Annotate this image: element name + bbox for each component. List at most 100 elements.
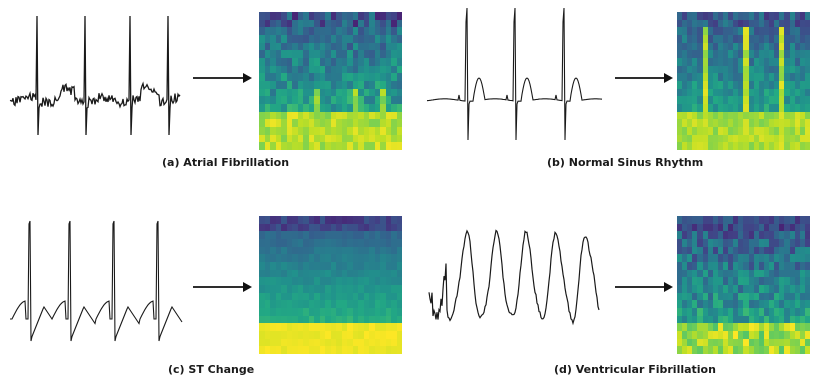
heatmap-cell	[697, 96, 703, 104]
heatmap-cell	[363, 284, 369, 293]
heatmap-cell	[733, 119, 739, 127]
heatmap-cell	[769, 284, 775, 293]
heatmap-cell	[677, 338, 683, 347]
heatmap-cell	[692, 307, 698, 316]
panel-b-graphics	[426, 7, 673, 141]
heatmap-cell	[677, 277, 683, 285]
heatmap-cell	[270, 103, 276, 112]
heatmap-cell	[758, 111, 764, 120]
heatmap-cell	[758, 246, 764, 255]
heatmap-cell	[723, 277, 729, 285]
heatmap-cell	[363, 254, 369, 262]
heatmap-cell	[363, 27, 369, 35]
heatmap-cell	[763, 300, 770, 308]
heatmap-cell	[369, 269, 375, 278]
heatmap-cell	[728, 323, 734, 331]
panel-ventricular-fibrillation: (d) Ventricular Fibrillation	[407, 189, 814, 378]
heatmap-cell	[275, 330, 281, 339]
heatmap-cell	[297, 315, 303, 324]
heatmap-cell	[677, 34, 683, 43]
heatmap-cell	[325, 261, 331, 270]
heatmap-cell	[314, 330, 320, 339]
heatmap-cell	[687, 96, 693, 104]
heatmap-cell	[677, 65, 683, 74]
heatmap-cell	[804, 57, 810, 66]
heatmap-cell	[363, 134, 369, 143]
heatmap-cell	[692, 254, 698, 262]
heatmap-cell	[687, 126, 693, 135]
heatmap-cell	[396, 300, 402, 308]
heatmap-cell	[799, 80, 805, 89]
heatmap-cell	[702, 346, 708, 354]
heatmap-cell	[336, 246, 342, 255]
heatmap-cell	[794, 142, 800, 150]
heatmap-cell	[363, 34, 369, 43]
heatmap-cell	[712, 50, 718, 58]
heatmap-cell	[281, 119, 287, 127]
heatmap-cell	[385, 300, 391, 308]
heatmap-cell	[702, 246, 708, 255]
heatmap-cell	[753, 65, 759, 74]
heatmap-cell	[292, 126, 298, 135]
heatmap-cell	[712, 315, 718, 324]
heatmap-cell	[763, 111, 770, 120]
heatmap-cell	[738, 300, 744, 308]
heatmap-cell	[319, 12, 325, 20]
heatmap-cell	[743, 65, 749, 74]
heatmap-cell	[358, 34, 364, 43]
heatmap-cell	[697, 300, 703, 308]
heatmap-cell	[275, 292, 281, 301]
heatmap-cell	[275, 254, 281, 262]
caption-b: (b) Normal Sinus Rhythm	[547, 156, 704, 169]
heatmap-cell	[804, 292, 810, 301]
heatmap-cell	[733, 238, 739, 247]
heatmap-cell	[270, 346, 276, 354]
heatmap-cell	[314, 19, 320, 28]
heatmap-cell	[363, 119, 369, 127]
heatmap-cell	[259, 261, 265, 270]
heatmap-cell	[270, 19, 276, 28]
heatmap-cell	[391, 277, 397, 285]
arrow-a	[193, 73, 252, 83]
heatmap-cell	[286, 338, 292, 347]
heatmap-cell	[308, 277, 314, 285]
heatmap-cell	[697, 34, 703, 43]
heatmap-cell	[281, 80, 287, 89]
heatmap-cell	[396, 292, 402, 301]
heatmap-cell	[799, 284, 805, 293]
heatmap-cell	[733, 246, 739, 255]
heatmap-cell	[352, 42, 358, 51]
heatmap-cell	[259, 96, 265, 104]
heatmap-cell	[369, 231, 375, 239]
heatmap-cell	[692, 330, 698, 339]
heatmap-cell	[774, 111, 780, 120]
heatmap-cell	[396, 12, 402, 20]
heatmap-cell	[779, 300, 785, 308]
heatmap-cell	[385, 50, 391, 58]
heatmap-cell	[281, 254, 287, 262]
heatmap-cell	[789, 42, 795, 51]
heatmap-cell	[325, 284, 331, 293]
heatmap-cell	[341, 346, 347, 354]
heatmap-cell	[303, 300, 309, 308]
heatmap-cell	[303, 284, 309, 293]
heatmap-cell	[259, 254, 265, 262]
caption-d: (d) Ventricular Fibrillation	[554, 363, 716, 376]
heatmap-cell	[264, 65, 270, 74]
heatmap-cell	[743, 216, 749, 224]
heatmap-cell	[336, 65, 342, 74]
heatmap-cell	[281, 223, 287, 232]
heatmap-cell	[374, 338, 380, 347]
heatmap-cell	[391, 330, 397, 339]
heatmap-cell	[374, 34, 380, 43]
heatmap-cell	[286, 261, 292, 270]
heatmap-cell	[259, 238, 265, 247]
heatmap-cell	[784, 346, 790, 354]
heatmap-cell	[712, 246, 718, 255]
heatmap-cell	[303, 338, 309, 347]
heatmap-cell	[769, 223, 775, 232]
heatmap-cell	[763, 42, 770, 51]
heatmap-cell	[738, 19, 744, 28]
heatmap-cell	[738, 126, 744, 135]
heatmap-cell	[391, 307, 397, 316]
